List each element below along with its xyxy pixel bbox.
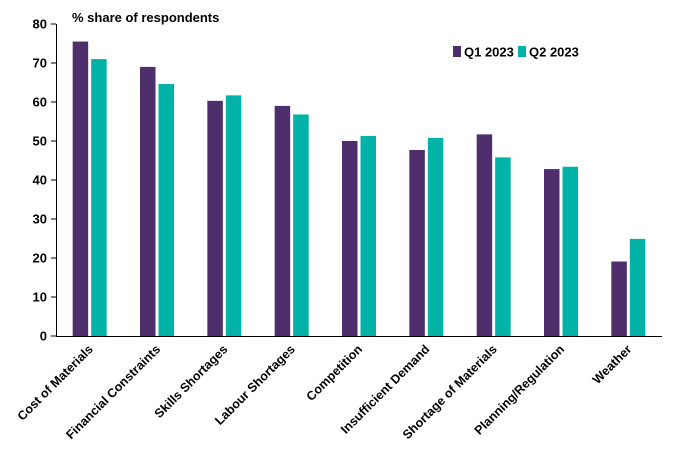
y-tick-label: 0 [40, 329, 47, 344]
legend-swatch [453, 46, 461, 57]
y-tick-label: 10 [33, 290, 47, 305]
y-tick-label: 20 [33, 251, 47, 266]
bar-q2-2023 [562, 166, 578, 336]
y-tick-label: 70 [33, 56, 47, 71]
legend-swatch [518, 46, 526, 57]
y-tick-label: 80 [33, 17, 47, 32]
y-tick-label: 60 [33, 95, 47, 110]
bar-q2-2023 [360, 135, 376, 336]
bar-q2-2023 [293, 114, 309, 336]
bar-q2-2023 [225, 95, 242, 337]
legend-label: Q1 2023 [464, 45, 514, 60]
y-axis-ticks: 0 10 20 30 40 50 60 70 80 [33, 17, 56, 344]
bar-q1-2023 [72, 41, 89, 337]
bar-q1-2023 [207, 100, 223, 336]
legend: Q1 2023 Q2 2023 [453, 45, 579, 60]
y-tick-label: 30 [33, 212, 47, 227]
y-tick-label: 50 [33, 134, 47, 149]
bar-q1-2023 [476, 134, 493, 336]
category-label: Skills Shortages [152, 342, 231, 421]
bar-q2-2023 [495, 157, 511, 336]
category-label: Competition [304, 342, 365, 403]
bar-q2-2023 [629, 238, 646, 336]
bar-q1-2023 [544, 169, 560, 336]
bar-q1-2023 [274, 105, 291, 337]
category-label: Weather [590, 342, 635, 387]
legend-label: Q2 2023 [529, 45, 579, 60]
bar-q1-2023 [611, 261, 627, 336]
y-axis-label: % share of respondents [72, 10, 219, 25]
bars [72, 41, 646, 337]
bar-q1-2023 [140, 66, 156, 337]
bar-q1-2023 [409, 149, 425, 336]
bar-q2-2023 [91, 59, 107, 336]
bar-q1-2023 [342, 141, 358, 336]
y-tick-label: 40 [33, 173, 47, 188]
bar-q2-2023 [158, 84, 174, 336]
bar-q2-2023 [427, 137, 444, 336]
